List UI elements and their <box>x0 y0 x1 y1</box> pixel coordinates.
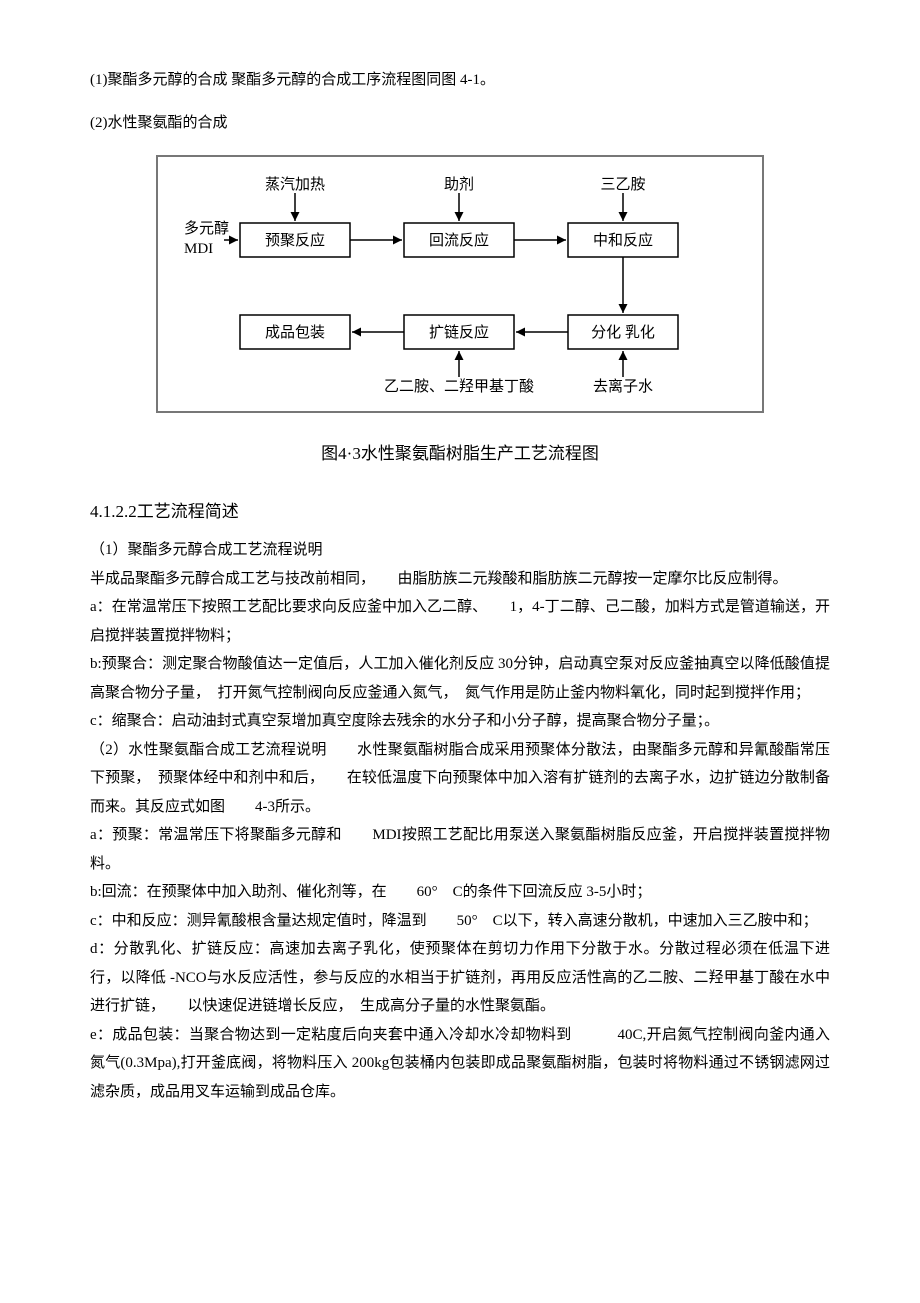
svg-text:成品包装: 成品包装 <box>265 324 325 341</box>
svg-text:分化 乳化: 分化 乳化 <box>591 324 655 341</box>
svg-text:去离子水: 去离子水 <box>593 378 653 395</box>
svg-text:乙二胺、二羟甲基丁酸: 乙二胺、二羟甲基丁酸 <box>384 378 534 395</box>
svg-text:MDI: MDI <box>184 241 213 257</box>
svg-text:蒸汽加热: 蒸汽加热 <box>265 176 325 193</box>
svg-text:三乙胺: 三乙胺 <box>600 176 645 193</box>
svg-text:中和反应: 中和反应 <box>593 231 653 249</box>
paragraph-4: b:预聚合：测定聚合物酸值达一定值后，人工加入催化剂反应 30分钟，启动真空泵对… <box>90 650 830 707</box>
paragraph-5: c：缩聚合：启动油封式真空泵增加真空度除去残余的水分子和小分子醇，提高聚合物分子… <box>90 707 830 736</box>
paragraph-11: e：成品包装：当聚合物达到一定粘度后向夹套中通入冷却水冷却物料到 40C,开启氮… <box>90 1021 830 1107</box>
svg-text:预聚反应: 预聚反应 <box>265 231 325 249</box>
svg-text:扩链反应: 扩链反应 <box>429 323 489 341</box>
flowchart-container: 蒸汽加热 助剂 三乙胺多元醇 MDI 预聚反应 回流反应 中和反应成品包装 扩链反应 分化 乳化… <box>90 155 830 424</box>
paragraph-7: a：预聚：常温常压下将聚酯多元醇和 MDI按照工艺配比用泵送入聚氨酯树脂反应釜，… <box>90 821 830 878</box>
svg-text:多元醇: 多元醇 <box>184 220 229 237</box>
figure-caption: 图4·3水性聚氨酯树脂生产工艺流程图 <box>90 438 830 470</box>
paragraph-8: b:回流：在预聚体中加入助剂、催化剂等，在 60° C的条件下回流反应 3-5小… <box>90 878 830 907</box>
intro-line-1: (1)聚酯多元醇的合成 聚酯多元醇的合成工序流程图同图 4-1。 <box>90 66 830 95</box>
paragraph-3: a：在常温常压下按照工艺配比要求向反应釜中加入乙二醇、 1，4-丁二醇、己二酸，… <box>90 593 830 650</box>
paragraph-10: d：分散乳化、扩链反应：高速加去离子乳化，使预聚体在剪切力作用下分散于水。分散过… <box>90 935 830 1021</box>
svg-text:助剂: 助剂 <box>444 176 474 193</box>
paragraph-1: （1）聚酯多元醇合成工艺流程说明 <box>90 536 830 565</box>
section-heading: 4.1.2.2工艺流程简述 <box>90 496 830 528</box>
paragraph-6: （2）水性聚氨酯合成工艺流程说明 水性聚氨酯树脂合成采用预聚体分散法，由聚酯多元… <box>90 736 830 822</box>
intro-line-2: (2)水性聚氨酯的合成 <box>90 109 830 138</box>
paragraph-9: c：中和反应：测异氰酸根含量达规定值时，降温到 50° C以下，转入高速分散机，… <box>90 907 830 936</box>
flowchart-svg: 蒸汽加热 助剂 三乙胺多元醇 MDI 预聚反应 回流反应 中和反应成品包装 扩链反应 分化 乳化… <box>180 175 740 397</box>
svg-text:回流反应: 回流反应 <box>429 231 489 249</box>
paragraph-2: 半成品聚酯多元醇合成工艺与技改前相同， 由脂肪族二元羧酸和脂肪族二元醇按一定摩尔… <box>90 565 830 594</box>
flowchart-border: 蒸汽加热 助剂 三乙胺多元醇 MDI 预聚反应 回流反应 中和反应成品包装 扩链反应 分化 乳化… <box>156 155 764 413</box>
